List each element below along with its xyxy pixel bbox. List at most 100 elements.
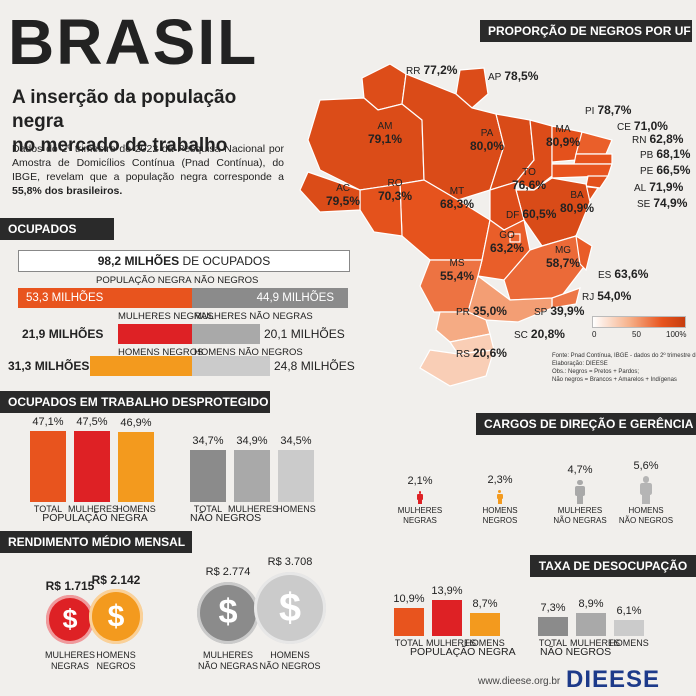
desprotegido-nao-negros-value-0: 34,7% bbox=[192, 434, 224, 447]
desocupacao-nao-negros-label-2: HOMENS bbox=[609, 638, 649, 648]
person-body bbox=[574, 486, 586, 497]
section-header-ocupados: OCUPADOS bbox=[0, 218, 114, 240]
rendimento-label-line1: MULHERES bbox=[202, 650, 253, 660]
rendimento-label-1: HOMENS NEGROS bbox=[76, 650, 156, 672]
label-mulheres-nao-negras: MULHERES NÃO NEGRAS bbox=[194, 311, 313, 322]
desocupacao-negra-bar-2 bbox=[470, 613, 500, 636]
map-state-sp bbox=[467, 274, 553, 323]
section-header-rendimento: RENDIMENTO MÉDIO MENSAL bbox=[0, 531, 192, 553]
map-note-3: Obs.: Negros = Pretos + Pardos; bbox=[552, 369, 640, 375]
label-mulheres-negras: MULHERES NEGRAS bbox=[118, 311, 214, 322]
map-state-ac bbox=[299, 171, 361, 213]
desprotegido-nao-negros-value-1: 34,9% bbox=[236, 434, 268, 447]
cargos-label-line1: MULHERES bbox=[557, 506, 603, 515]
desocupacao-nao-negros-label-0: TOTAL bbox=[538, 638, 568, 648]
cargos-value-3: 5,6% bbox=[633, 460, 659, 473]
desprotegido-negra-bar-0 bbox=[30, 431, 66, 502]
brazil-map bbox=[299, 63, 613, 387]
desocupacao-nao-negros-label-1: MULHERES bbox=[570, 638, 621, 648]
subtitle-line-1: A inserção da população negra bbox=[12, 87, 237, 132]
cargos-value-0: 2,1% bbox=[407, 475, 433, 488]
rendimento-coin-2: $ bbox=[196, 581, 260, 644]
section-header-mapa: PROPORÇÃO DE NEGROS POR UF bbox=[480, 20, 692, 42]
intro-paragraph: Dados do 2º trimestre de 2022 da Pesquis… bbox=[12, 142, 284, 198]
dieese-logo: DIEESE bbox=[566, 666, 661, 693]
cargos-label-line1: HOMENS bbox=[482, 506, 518, 515]
ocupados-total-box: 98,2 MILHÕES DE OCUPADOS bbox=[18, 250, 350, 272]
person-head bbox=[418, 491, 422, 494]
desprotegido-negra-value-2: 46,9% bbox=[120, 416, 152, 429]
desprotegido-negra-bar-2 bbox=[118, 431, 154, 502]
rendimento-value-1: R$ 2.142 bbox=[91, 573, 141, 588]
map-state-es bbox=[575, 234, 593, 272]
value-mulheres-negras: 21,9 MILHÕES bbox=[22, 327, 104, 341]
person-icon-1 bbox=[496, 490, 503, 504]
desprotegido-nao-negros-chart: 34,7% TOTAL 34,9% MULHERES 34,5% HOMENS bbox=[190, 430, 320, 514]
desprotegido-nao-negros-bar-1 bbox=[234, 449, 270, 502]
desprotegido-negra-label-2: HOMENS bbox=[116, 504, 156, 514]
label-nao-negros: NÃO NEGROS bbox=[194, 275, 259, 286]
label-homens-nao-negros: HOMENS NÃO NEGROS bbox=[194, 347, 303, 358]
rendimento-label-line2: NÃO NEGRAS bbox=[197, 661, 258, 671]
ocupados-total-suffix: DE OCUPADOS bbox=[182, 254, 271, 268]
bar-mulheres-nao-negras bbox=[192, 324, 260, 344]
rendimento-coin-1: $ bbox=[88, 589, 144, 644]
person-icon-2 bbox=[574, 480, 586, 504]
rendimento-value-0: R$ 1.715 bbox=[45, 579, 95, 594]
desprotegido-negra-label-1: MULHERES bbox=[68, 504, 119, 514]
value-mulheres-nao-negras: 20,1 MILHÕES bbox=[264, 327, 345, 341]
footer-url[interactable]: www.dieese.org.br bbox=[478, 676, 561, 687]
cargos-label-2: MULHERES NÃO NEGRAS bbox=[544, 506, 616, 526]
map-legend-scale bbox=[592, 316, 686, 328]
desprotegido-negra-bar-1 bbox=[74, 430, 110, 502]
desocupacao-negra-group: POPULAÇÃO NEGRA bbox=[410, 646, 516, 658]
rendimento-label-2: MULHERES NÃO NEGRAS bbox=[188, 650, 268, 672]
value-homens-negros: 31,3 MILHÕES bbox=[8, 359, 90, 373]
desocupacao-negra-value-2: 8,7% bbox=[472, 598, 498, 611]
desprotegido-nao-negros-value-2: 34,5% bbox=[280, 435, 312, 448]
bar-mulheres-negras bbox=[118, 324, 192, 344]
desprotegido-nao-negros-bar-2 bbox=[278, 450, 314, 502]
map-note-1: Fonte: Pnad Contínua, IBGE - dados do 2º… bbox=[552, 353, 696, 359]
rendimento-value-2: R$ 2.774 bbox=[205, 565, 251, 578]
map-state-rs bbox=[419, 349, 495, 387]
map-state-df bbox=[509, 233, 521, 243]
ocupados-total-value: 98,2 MILHÕES bbox=[97, 254, 180, 268]
bar-homens-negros bbox=[90, 356, 192, 376]
map-state-rn bbox=[575, 131, 613, 155]
desocupacao-negra-value-1: 13,9% bbox=[431, 584, 463, 597]
rendimento-value-3: R$ 3.708 bbox=[267, 556, 313, 568]
rendimento-label-line2: NÃO NEGROS bbox=[259, 661, 321, 671]
dollar-icon: $ bbox=[218, 593, 238, 632]
person-legs bbox=[576, 495, 584, 504]
desocupacao-negra-label-1: MULHERES bbox=[426, 638, 477, 648]
rendimento-label-3: HOMENS NÃO NEGROS bbox=[250, 650, 330, 672]
map-legend-mid: 50 bbox=[632, 330, 641, 339]
map-notes: Fonte: Pnad Contínua, IBGE - dados do 2º… bbox=[552, 352, 696, 384]
bar-homens-nao-negros bbox=[192, 356, 270, 376]
desprotegido-negra-value-0: 47,1% bbox=[32, 416, 64, 429]
map-state-am bbox=[307, 97, 425, 191]
cargos-label-line2: NÃO NEGRAS bbox=[553, 516, 607, 525]
bar-pop-negra: 53,3 MILHÕES bbox=[18, 288, 192, 308]
person-head bbox=[498, 490, 502, 494]
map-state-al bbox=[585, 175, 610, 189]
desocupacao-negra-chart: 10,9% TOTAL 13,9% MULHERES 8,7% HOMENS bbox=[393, 578, 504, 648]
desocupacao-negra-bar-1 bbox=[432, 599, 462, 636]
rendimento-label-line1: HOMENS bbox=[270, 650, 310, 660]
desocupacao-negra-bar-0 bbox=[394, 607, 424, 636]
desocupacao-nao-negros-chart: 7,3% TOTAL 8,9% MULHERES 6,1% HOMENS bbox=[538, 584, 649, 648]
person-head bbox=[577, 480, 583, 486]
desocupacao-nao-negros-group: NÃO NEGROS bbox=[540, 646, 612, 658]
desocupacao-negra-value-0: 10,9% bbox=[393, 592, 425, 605]
cargos-chart: 2,1% MULHERES NEGRAS 2,3% HOMENS NEGROS 4,7% MU… bbox=[390, 442, 690, 532]
cargos-label-line2: NÃO NEGROS bbox=[618, 516, 674, 525]
section-header-desocupacao: TAXA DE DESOCUPAÇÃO bbox=[530, 555, 696, 577]
person-legs bbox=[642, 494, 650, 504]
desocupacao-negra-label-0: TOTAL bbox=[394, 638, 424, 648]
map-legend-max: 100% bbox=[666, 330, 687, 339]
desocupacao-nao-negros-value-2: 6,1% bbox=[616, 605, 642, 618]
dollar-icon: $ bbox=[278, 585, 301, 630]
section-header-cargos: CARGOS DE DIREÇÃO E GERÊNCIA bbox=[476, 413, 696, 435]
person-icon-0 bbox=[417, 491, 423, 504]
